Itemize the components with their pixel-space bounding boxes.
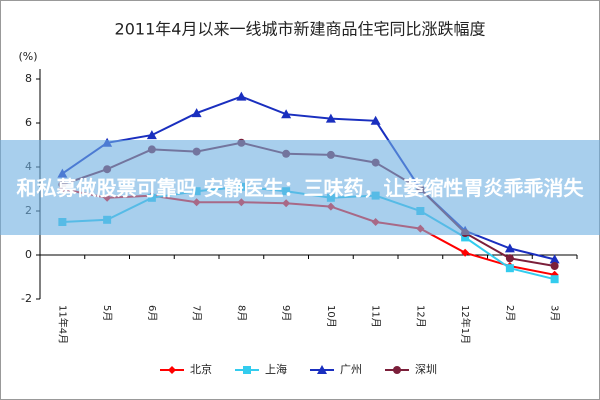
x-tick-label: 11月 (370, 305, 382, 328)
legend-marker (243, 366, 251, 374)
y-tick-label: -2 (21, 292, 32, 305)
y-tick-label: 8 (25, 72, 32, 85)
legend-label: 广州 (340, 363, 362, 376)
data-point (461, 248, 470, 257)
y-tick-label: 6 (25, 116, 32, 129)
legend-label: 北京 (190, 362, 212, 376)
legend-marker (317, 365, 327, 374)
x-tick-label: 11年4月 (56, 305, 69, 344)
data-point (236, 91, 247, 101)
data-point (146, 130, 157, 140)
y-axis-label: (%) (18, 50, 37, 63)
x-tick-label: 12年1月 (459, 305, 472, 344)
overlay-text: 和私募做股票可靠吗 安静医生：三味药，让萎缩性胃炎乖乖消失 (16, 175, 584, 200)
data-point (504, 243, 515, 253)
data-point (550, 262, 559, 270)
data-point (461, 233, 470, 242)
x-tick-label: 6月 (146, 305, 158, 321)
x-tick-label: 7月 (191, 305, 203, 321)
data-point (191, 108, 202, 118)
data-point (505, 254, 514, 263)
legend-marker (168, 366, 176, 374)
data-point (550, 275, 559, 284)
x-tick-label: 5月 (101, 305, 113, 321)
x-tick-label: 12月 (414, 305, 426, 328)
legend-label: 上海 (265, 362, 287, 376)
legend-label: 深圳 (415, 363, 437, 376)
x-tick-label: 8月 (235, 305, 247, 321)
legend-marker (393, 366, 401, 374)
data-point (325, 113, 336, 123)
data-point (549, 254, 560, 264)
chart-title: 2011年4月以来一线城市新建商品住宅同比涨跌幅度 (115, 20, 486, 39)
data-point (370, 115, 381, 125)
data-point (281, 109, 292, 119)
x-tick-label: 3月 (549, 305, 561, 321)
x-tick-label: 9月 (280, 305, 292, 321)
x-tick-label: 2月 (504, 305, 516, 321)
overlay-banner: 和私募做股票可靠吗 安静医生：三味药，让萎缩性胃炎乖乖消失 (0, 140, 600, 235)
y-tick-label: 0 (25, 248, 32, 261)
x-tick-label: 10月 (325, 305, 337, 328)
data-point (505, 264, 514, 273)
